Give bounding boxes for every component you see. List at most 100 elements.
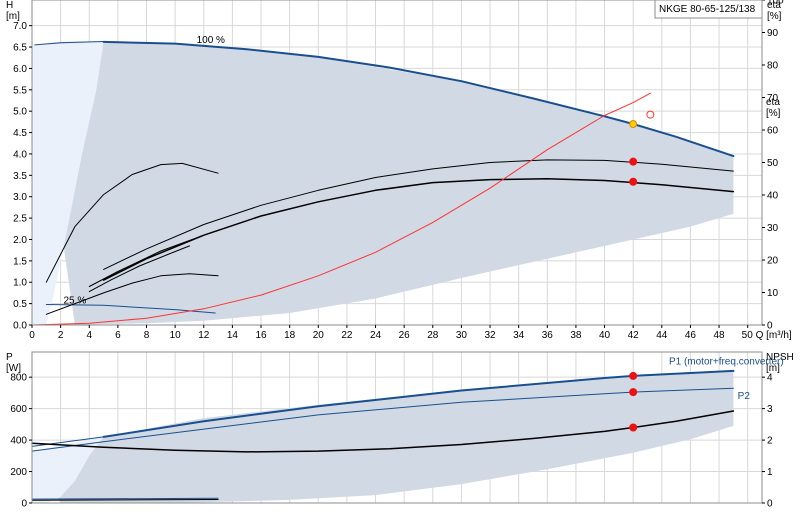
x-tick-label: 42 [628, 330, 640, 341]
y2-axis-title: NPSH [766, 352, 794, 363]
x-tick-label: 12 [198, 330, 210, 341]
operating-range-area [34, 41, 734, 325]
x-tick-label: 48 [713, 330, 725, 341]
series-line [103, 159, 734, 270]
data-point [629, 388, 638, 397]
y2-tick-label: 3 [767, 404, 773, 415]
x-tick-label: 20 [313, 330, 325, 341]
y-tick-label: 7.0 [13, 21, 27, 32]
y2-tick-label: 30 [767, 223, 779, 234]
head-efficiency-panel: 0.0 0.5 1.0 1.5 2.0 2.5 3.0 3.5 4.0 4.5 5.0 5.5 6.0 6… [6, 0, 792, 341]
y2-axis-unit: [%] [766, 108, 781, 119]
y2-tick-label: 1 [767, 467, 773, 478]
series-line [31, 497, 219, 500]
y2-tick-label: 20 [767, 256, 779, 267]
x-tick-label: 26 [399, 330, 411, 341]
y-tick-label: 1.0 [13, 278, 27, 289]
x-tick-label: 32 [484, 330, 496, 341]
low-flow-area [32, 436, 104, 503]
y-axis-unit: [W] [6, 363, 21, 374]
x-tick-label: 44 [656, 330, 668, 341]
data-point [629, 371, 638, 380]
series-line [31, 410, 735, 453]
x-axis-label: 50 Q [m³/h] [742, 330, 792, 341]
x-tick-label: 0 [29, 330, 35, 341]
y-tick-label: 1.5 [13, 256, 27, 267]
chart-annotation: P2 [738, 391, 751, 402]
series-line [34, 41, 105, 46]
y-tick-label: 6.0 [13, 64, 27, 75]
y-tick-label: 3.5 [13, 171, 27, 182]
series-line [88, 234, 205, 287]
y2-tick-label: 70 [767, 93, 779, 104]
y-axis-unit: [m] [6, 11, 20, 22]
y2-tick-label: 2 [767, 436, 773, 447]
y2-tick-label: 50 [767, 158, 779, 169]
y-tick-label: 4.5 [13, 128, 27, 139]
x-tick-label: 46 [685, 330, 697, 341]
x-tick-label: 14 [227, 330, 239, 341]
operating-range-area [32, 370, 734, 503]
x-tick-label: 2 [58, 330, 64, 341]
y2-tick-label: 4 [767, 373, 773, 384]
chart-title: NKGE 80-65-125/138 [659, 4, 756, 15]
x-tick-label: 28 [427, 330, 439, 341]
y2-axis-title: eta [766, 97, 780, 108]
chart-annotation: 25 % [63, 296, 86, 307]
data-point [629, 120, 638, 129]
y-axis-title: P [6, 352, 13, 363]
data-point [629, 177, 638, 186]
series-line [102, 40, 735, 158]
series-line [45, 304, 216, 314]
x-tick-label: 36 [542, 330, 554, 341]
y-tick-label: 0.5 [13, 299, 27, 310]
eta-axis-title: eta [767, 0, 781, 11]
x-tick-label: 38 [570, 330, 582, 341]
y-tick-label: 0 [21, 499, 27, 510]
x-tick-label: 6 [115, 330, 121, 341]
series-line [45, 162, 219, 283]
power-npsh-panel: 0 200 400 600 800 0 1 2 3 4 P[W] NPSH[m]P1 (motor+f… [6, 351, 794, 510]
series-line [45, 273, 219, 315]
x-tick-label: 22 [341, 330, 353, 341]
y-tick-label: 400 [10, 436, 27, 447]
data-point [629, 157, 638, 166]
title-box [654, 0, 763, 19]
x-tick-label: 24 [370, 330, 382, 341]
series-line [31, 499, 219, 501]
y2-tick-label: 40 [767, 191, 779, 202]
y-tick-label: 800 [10, 373, 27, 384]
chart-annotation: 100 % [197, 35, 225, 46]
series-line [88, 245, 190, 293]
x-tick-label: 30 [456, 330, 468, 341]
chart-annotation: P1 (motor+freq.converter) [669, 357, 784, 368]
y2-tick-label: 60 [767, 126, 779, 137]
x-tick-label: 16 [255, 330, 267, 341]
y-axis-title: H [6, 0, 13, 11]
series-line [31, 92, 651, 326]
y-tick-label: 2.0 [13, 235, 27, 246]
y-tick-label: 3.0 [13, 192, 27, 203]
y-tick-label: 5.0 [13, 107, 27, 118]
low-flow-area [32, 41, 104, 326]
x-tick-label: 8 [144, 330, 150, 341]
y2-tick-label: 0 [767, 499, 773, 510]
y-tick-label: 600 [10, 404, 27, 415]
x-tick-label: 4 [86, 330, 92, 341]
series-line [31, 436, 105, 447]
y2-axis-unit: [m] [766, 363, 780, 374]
y-tick-label: 6.5 [13, 43, 27, 54]
data-point-open [646, 110, 655, 119]
data-point [629, 423, 638, 432]
y-tick-label: 4.0 [13, 149, 27, 160]
y-tick-label: 200 [10, 467, 27, 478]
eta-axis-unit: [%] [767, 11, 782, 22]
x-tick-label: 10 [170, 330, 182, 341]
series-line [31, 387, 734, 452]
x-tick-label: 34 [513, 330, 525, 341]
x-tick-label: 40 [599, 330, 611, 341]
y2-tick-label: 80 [767, 61, 779, 72]
y-tick-label: 0.0 [13, 321, 27, 332]
y2-tick-label: 10 [767, 288, 779, 299]
y-tick-label: 5.5 [13, 85, 27, 96]
